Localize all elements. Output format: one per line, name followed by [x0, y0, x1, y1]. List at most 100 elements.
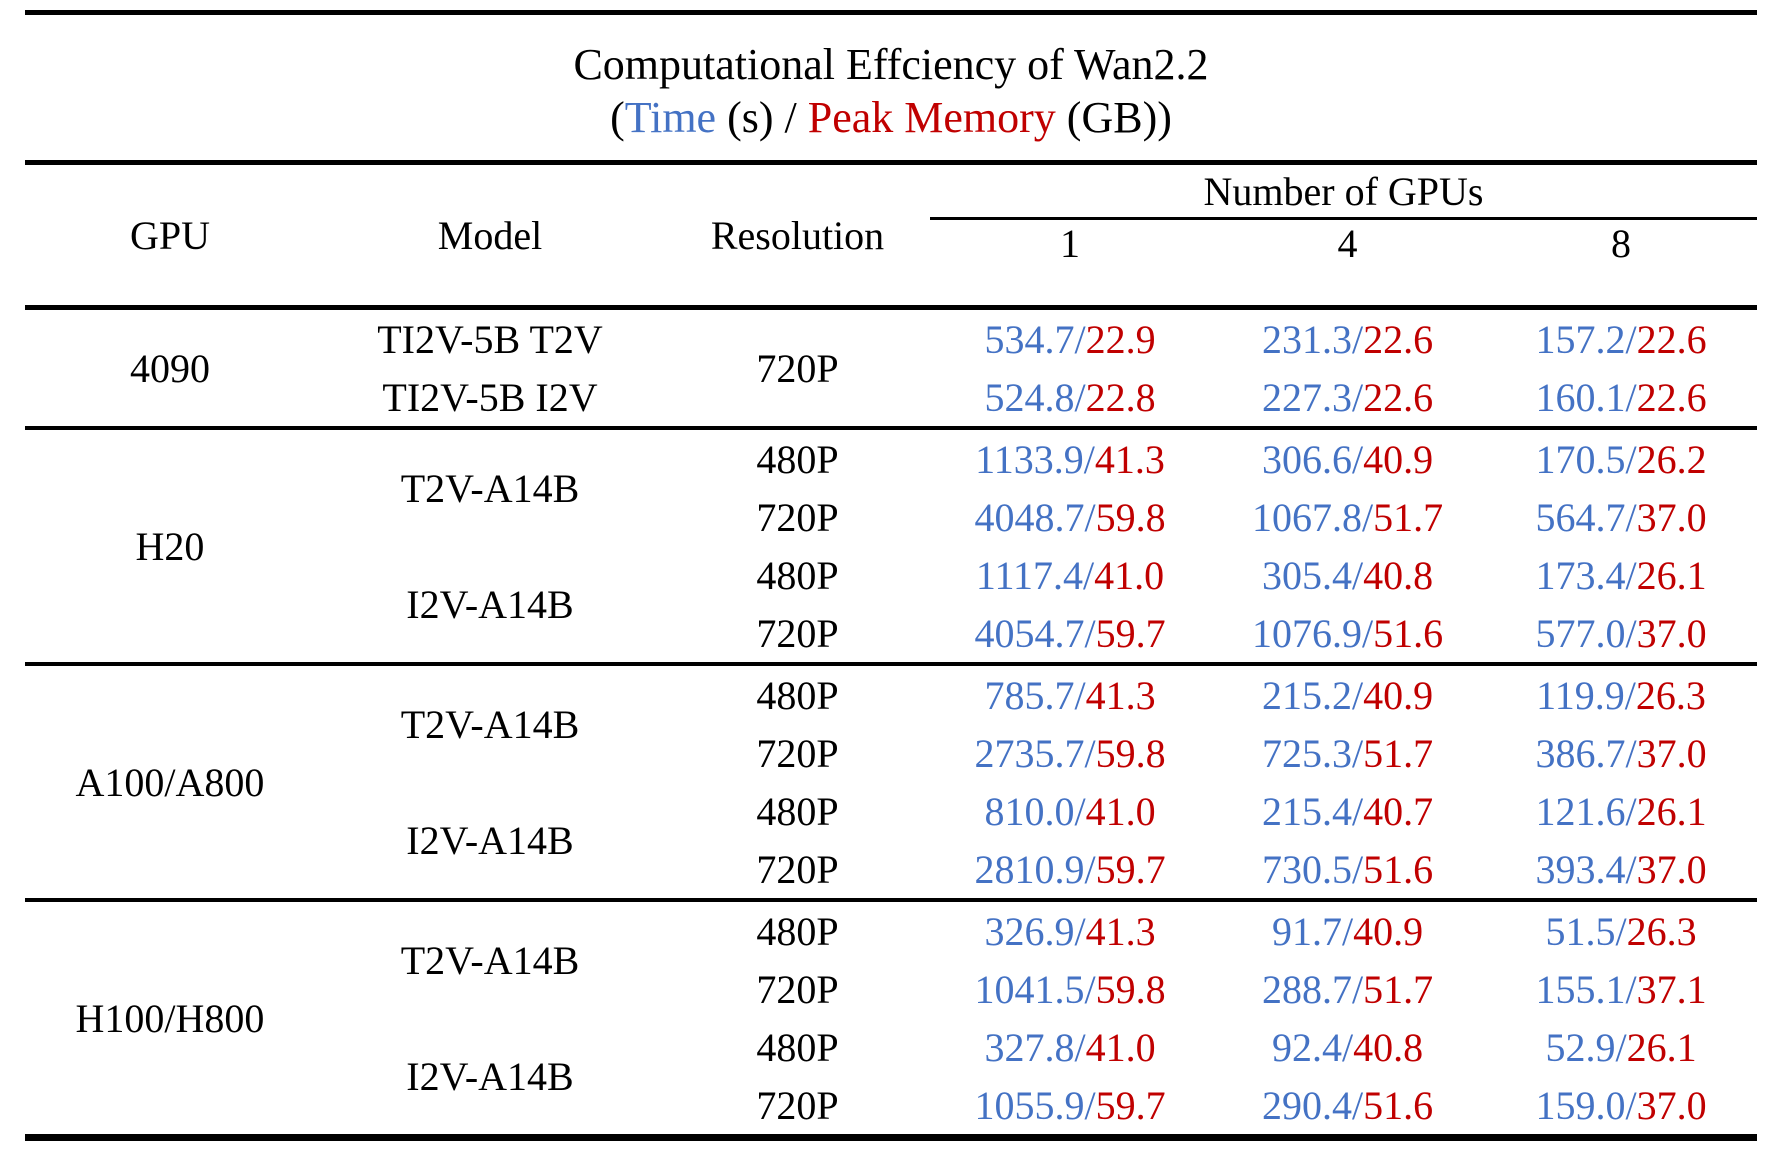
model-cell: T2V-A14B — [400, 937, 580, 983]
time-value: 1055.9 — [974, 1082, 1085, 1128]
subtitle-time-label: Time — [624, 93, 717, 142]
value-separator: / — [1625, 730, 1637, 776]
table-title: Computational Effciency of Wan2.2 — [573, 40, 1209, 89]
time-value: 810.0 — [984, 788, 1075, 834]
value-cell-gpus-1: 327.8/41.0 — [930, 1018, 1210, 1076]
time-value: 170.5 — [1535, 436, 1626, 482]
value-separator: / — [1074, 788, 1086, 834]
memory-value: 51.7 — [1363, 730, 1434, 776]
model-cell: TI2V-5B I2V — [382, 374, 598, 420]
value-cell-gpus-4: 91.7/40.9 — [1210, 900, 1485, 960]
value-cell-gpus-4: 290.4/51.6 — [1210, 1076, 1485, 1138]
memory-value: 26.3 — [1635, 672, 1706, 718]
table-subtitle: (Time (s) / Peak Memory (GB)) — [25, 91, 1757, 144]
value-separator: / — [1351, 374, 1364, 420]
gpu-cell: H100/H800 — [75, 995, 265, 1041]
model-cell: T2V-A14B — [400, 701, 580, 747]
memory-value: 59.7 — [1095, 610, 1166, 656]
value-separator: / — [1351, 966, 1364, 1012]
gpu-section-h100-h800: H100/H800 T2V-A14B 480P 326.9/41.3 91.7/40.9… — [25, 900, 1757, 1138]
value-cell-gpus-4: 227.3/22.6 — [1210, 368, 1485, 428]
memory-value: 40.7 — [1363, 788, 1434, 834]
memory-value: 41.0 — [1085, 1024, 1156, 1070]
resolution-cell: 720P — [756, 846, 839, 892]
memory-value: 40.9 — [1353, 908, 1424, 954]
time-value: 231.3 — [1261, 316, 1352, 362]
table-row: H100/H800 T2V-A14B 480P 326.9/41.3 91.7/40.9… — [25, 900, 1757, 1041]
header-number-of-gpus: Number of GPUs — [930, 162, 1757, 220]
memory-value: 26.1 — [1626, 1024, 1697, 1070]
table-header: GPU Model Resolution Number of GPUs 1 4 … — [25, 162, 1757, 308]
model-cell: T2V-A14B — [400, 465, 580, 511]
table-row: 720P 1055.9/59.7 290.4/51.6 159.0/37.0 — [25, 1076, 1757, 1138]
memory-value: 41.0 — [1085, 788, 1156, 834]
table-row: 720P 2735.7/59.8 725.3/51.7 386.7/37.0 — [25, 724, 1757, 782]
memory-value: 26.1 — [1636, 552, 1707, 598]
time-value: 160.1 — [1535, 374, 1626, 420]
memory-value: 26.1 — [1636, 788, 1707, 834]
value-cell-gpus-8: 159.0/37.0 — [1485, 1076, 1757, 1138]
memory-value: 41.3 — [1094, 436, 1165, 482]
time-value: 393.4 — [1535, 846, 1626, 892]
resolution-cell: 480P — [756, 672, 839, 718]
time-value: 288.7 — [1261, 966, 1352, 1012]
value-cell-gpus-4: 231.3/22.6 — [1210, 308, 1485, 369]
resolution-cell: 720P — [756, 494, 839, 540]
resolution-cell: 720P — [756, 730, 839, 776]
subtitle-memory-label: Peak Memory — [807, 93, 1056, 142]
memory-value: 22.6 — [1363, 316, 1434, 362]
value-separator: / — [1083, 436, 1095, 482]
value-separator: / — [1615, 1024, 1627, 1070]
time-value: 290.4 — [1261, 1082, 1352, 1128]
memory-value: 59.8 — [1095, 494, 1166, 540]
table-row: A100/A800 T2V-A14B 480P 785.7/41.3 215.2/40.… — [25, 664, 1757, 805]
memory-value: 51.7 — [1363, 966, 1434, 1012]
value-separator: / — [1351, 846, 1364, 892]
value-cell-gpus-8: 157.2/22.6 — [1485, 308, 1757, 369]
table-row: 720P 4054.7/59.7 1076.9/51.6 577.0/37.0 — [25, 604, 1757, 664]
table-row: TI2V-5B I2V 524.8/22.8 227.3/22.6 160.1/22.… — [25, 368, 1757, 428]
value-separator: / — [1361, 610, 1374, 656]
header-resolution: Resolution — [710, 212, 885, 258]
memory-value: 51.6 — [1363, 846, 1434, 892]
value-separator: / — [1341, 908, 1354, 954]
value-separator: / — [1615, 908, 1627, 954]
memory-value: 37.0 — [1636, 610, 1707, 656]
time-value: 577.0 — [1535, 610, 1626, 656]
value-separator: / — [1084, 966, 1096, 1012]
time-value: 534.7 — [984, 316, 1075, 362]
value-cell-gpus-4: 288.7/51.7 — [1210, 960, 1485, 1018]
value-cell-gpus-8: 52.9/26.1 — [1485, 1018, 1757, 1076]
time-value: 155.1 — [1535, 966, 1626, 1012]
header-row-top: GPU Model Resolution Number of GPUs — [25, 162, 1757, 258]
value-separator: / — [1074, 1024, 1086, 1070]
table-row: 720P 2810.9/59.7 730.5/51.6 393.4/37.0 — [25, 840, 1757, 900]
value-cell-gpus-8: 170.5/26.2 — [1485, 428, 1757, 488]
memory-value: 26.3 — [1626, 908, 1697, 954]
subtitle-memory-unit: (GB)) — [1055, 93, 1172, 142]
memory-value: 22.9 — [1085, 316, 1156, 362]
value-separator: / — [1625, 846, 1637, 892]
memory-value: 37.0 — [1636, 846, 1707, 892]
value-cell-gpus-4: 215.2/40.9 — [1210, 664, 1485, 724]
time-value: 730.5 — [1261, 846, 1352, 892]
memory-value: 37.1 — [1636, 966, 1707, 1012]
memory-value: 59.7 — [1095, 1082, 1166, 1128]
value-cell-gpus-4: 305.4/40.8 — [1210, 546, 1485, 604]
table-row: H20 T2V-A14B 480P 1133.9/41.3 306.6/40.9 170.… — [25, 428, 1757, 569]
value-cell-gpus-1: 1041.5/59.8 — [930, 960, 1210, 1018]
time-value: 1133.9 — [975, 436, 1084, 482]
value-separator: / — [1084, 730, 1096, 776]
value-cell-gpus-1: 2810.9/59.7 — [930, 840, 1210, 900]
value-separator: / — [1351, 552, 1364, 598]
table-area: Computational Effciency of Wan2.2 (Time … — [25, 10, 1757, 1141]
table-row: 4090 TI2V-5B T2V 720P 534.7/22.9 231.3/22.6 1… — [25, 308, 1757, 391]
model-cell: TI2V-5B T2V — [377, 316, 603, 362]
time-value: 564.7 — [1535, 494, 1626, 540]
value-separator: / — [1082, 552, 1095, 598]
header-gpu-count-4: 4 — [1337, 221, 1358, 266]
table-row: I2V-A14B 480P 810.0/41.0 215.4/40.7 121.6/26… — [25, 782, 1757, 863]
value-separator: / — [1625, 1082, 1637, 1128]
time-value: 1076.9 — [1251, 610, 1362, 656]
